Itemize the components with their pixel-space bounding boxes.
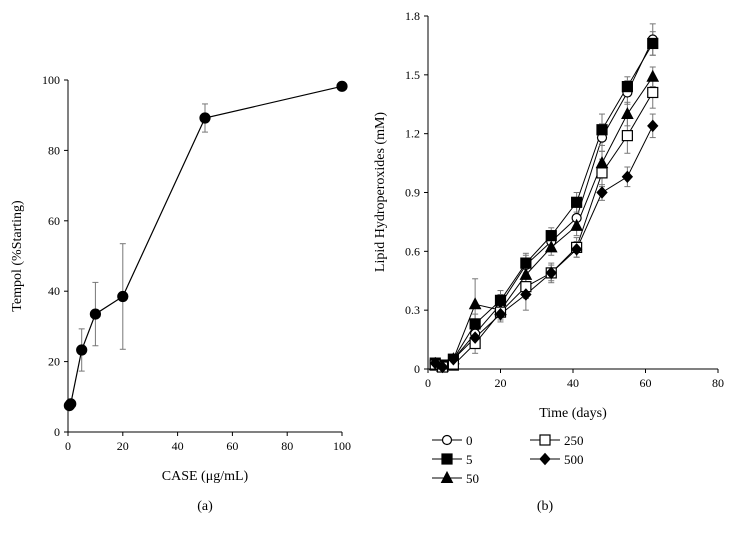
panel-b-y-label: Lipid Hydroperoxides (mM) — [373, 112, 388, 273]
data-point-50 — [570, 218, 583, 231]
panel-b-data-layer — [428, 23, 660, 374]
data-point-50 — [468, 297, 482, 310]
data-point-5 — [596, 124, 608, 136]
data-point-50 — [621, 106, 634, 120]
panel-b-chart: 0 20 40 60 80 0 0.3 0.6 0.9 1.2 1.5 1.8 Time (days)… — [373, 9, 724, 514]
data-point-50 — [646, 69, 660, 82]
y-tick-label: 0.9 — [405, 186, 420, 200]
y-tick-label: 20 — [48, 355, 60, 369]
data-point-250 — [647, 86, 659, 99]
legend-item-500: 500 — [530, 452, 584, 467]
x-tick-label: 60 — [226, 439, 238, 453]
legend-label: 250 — [564, 433, 584, 448]
x-tick-label: 80 — [281, 439, 293, 453]
y-tick-label: 0 — [414, 362, 420, 376]
data-point-50 — [595, 156, 609, 169]
x-tick-label: 20 — [117, 439, 129, 453]
legend-marker — [539, 434, 551, 446]
data-point — [336, 80, 348, 92]
data-point-5 — [621, 80, 633, 93]
series-line-5 — [435, 43, 654, 366]
legend-item-5: 5 — [432, 452, 473, 467]
data-point-500 — [647, 119, 659, 133]
data-point-500 — [621, 170, 634, 184]
data-point-5 — [571, 196, 583, 208]
series-line-50 — [435, 76, 654, 368]
legend-item-0: 0 — [432, 433, 473, 448]
y-tick-label: 1.8 — [405, 9, 420, 23]
y-tick-label: 0 — [54, 425, 60, 439]
legend-label: 50 — [466, 471, 479, 486]
data-point — [117, 290, 129, 303]
data-point — [76, 344, 88, 356]
data-point-5 — [647, 37, 659, 50]
legend-item-50: 50 — [432, 470, 479, 486]
x-tick-label: 60 — [640, 376, 652, 390]
data-point-5 — [520, 257, 532, 269]
panel-b-ticks: 0 20 40 60 80 0 0.3 0.6 0.9 1.2 1.5 1.8 — [405, 9, 724, 390]
y-tick-label: 40 — [48, 284, 60, 298]
legend-marker — [539, 452, 551, 466]
y-tick-label: 1.5 — [405, 68, 420, 82]
legend-marker — [441, 434, 453, 446]
data-point-50 — [544, 240, 558, 253]
data-point-500 — [596, 186, 608, 199]
legend-label: 500 — [564, 452, 584, 467]
data-point-500 — [520, 288, 532, 301]
legend-item-250: 250 — [530, 433, 584, 448]
x-tick-label: 0 — [425, 376, 431, 390]
panel-a-y-label: Tempol (%Starting) — [10, 200, 25, 312]
y-tick-label: 0.6 — [405, 244, 420, 258]
data-point-50 — [519, 267, 533, 280]
y-tick-label: 0.3 — [405, 303, 420, 317]
data-point — [65, 398, 77, 410]
y-tick-label: 100 — [42, 73, 60, 87]
x-tick-label: 80 — [712, 376, 724, 390]
x-tick-label: 100 — [333, 439, 351, 453]
y-tick-label: 1.2 — [405, 127, 420, 141]
x-tick-label: 40 — [172, 439, 184, 453]
panel-b-label: (b) — [537, 499, 554, 514]
data-point-500 — [436, 360, 449, 374]
x-tick-label: 0 — [65, 439, 71, 453]
x-tick-label: 20 — [495, 376, 507, 390]
legend-marker — [441, 453, 453, 465]
panel-a-ticks: 0 20 40 60 80 100 0 20 40 60 80 100 — [42, 73, 351, 453]
y-tick-label: 60 — [48, 214, 60, 228]
panel-a-data-layer — [63, 80, 348, 412]
data-point-250 — [621, 130, 633, 142]
data-point-500 — [494, 307, 507, 321]
data-point-500 — [447, 352, 460, 366]
data-point — [89, 308, 102, 320]
panel-a-x-label: CASE (μg/mL) — [162, 469, 249, 484]
legend-label: 0 — [466, 433, 473, 448]
series-line-250 — [435, 92, 654, 368]
data-point — [199, 112, 211, 124]
x-tick-label: 40 — [567, 376, 579, 390]
y-tick-label: 80 — [48, 143, 60, 157]
legend-marker — [440, 470, 454, 483]
data-point-500 — [545, 266, 557, 280]
panel-a-label: (a) — [197, 499, 213, 514]
panel-a-chart: 0 20 40 60 80 100 0 20 40 60 80 100 CASE (μg/mL) Te… — [10, 73, 351, 514]
data-point-250 — [596, 167, 608, 179]
series-line-0 — [435, 39, 654, 366]
data-point-500 — [469, 331, 481, 344]
data-point-5 — [469, 318, 481, 330]
series-line-500 — [435, 125, 654, 368]
panel-b-x-label: Time (days) — [539, 406, 607, 421]
panel-b-legend: 0 250 5 500 50 — [432, 433, 584, 486]
legend-label: 5 — [466, 452, 473, 467]
series-line-tempol — [68, 85, 343, 406]
data-point-5 — [545, 230, 557, 242]
data-point-500 — [570, 243, 583, 256]
